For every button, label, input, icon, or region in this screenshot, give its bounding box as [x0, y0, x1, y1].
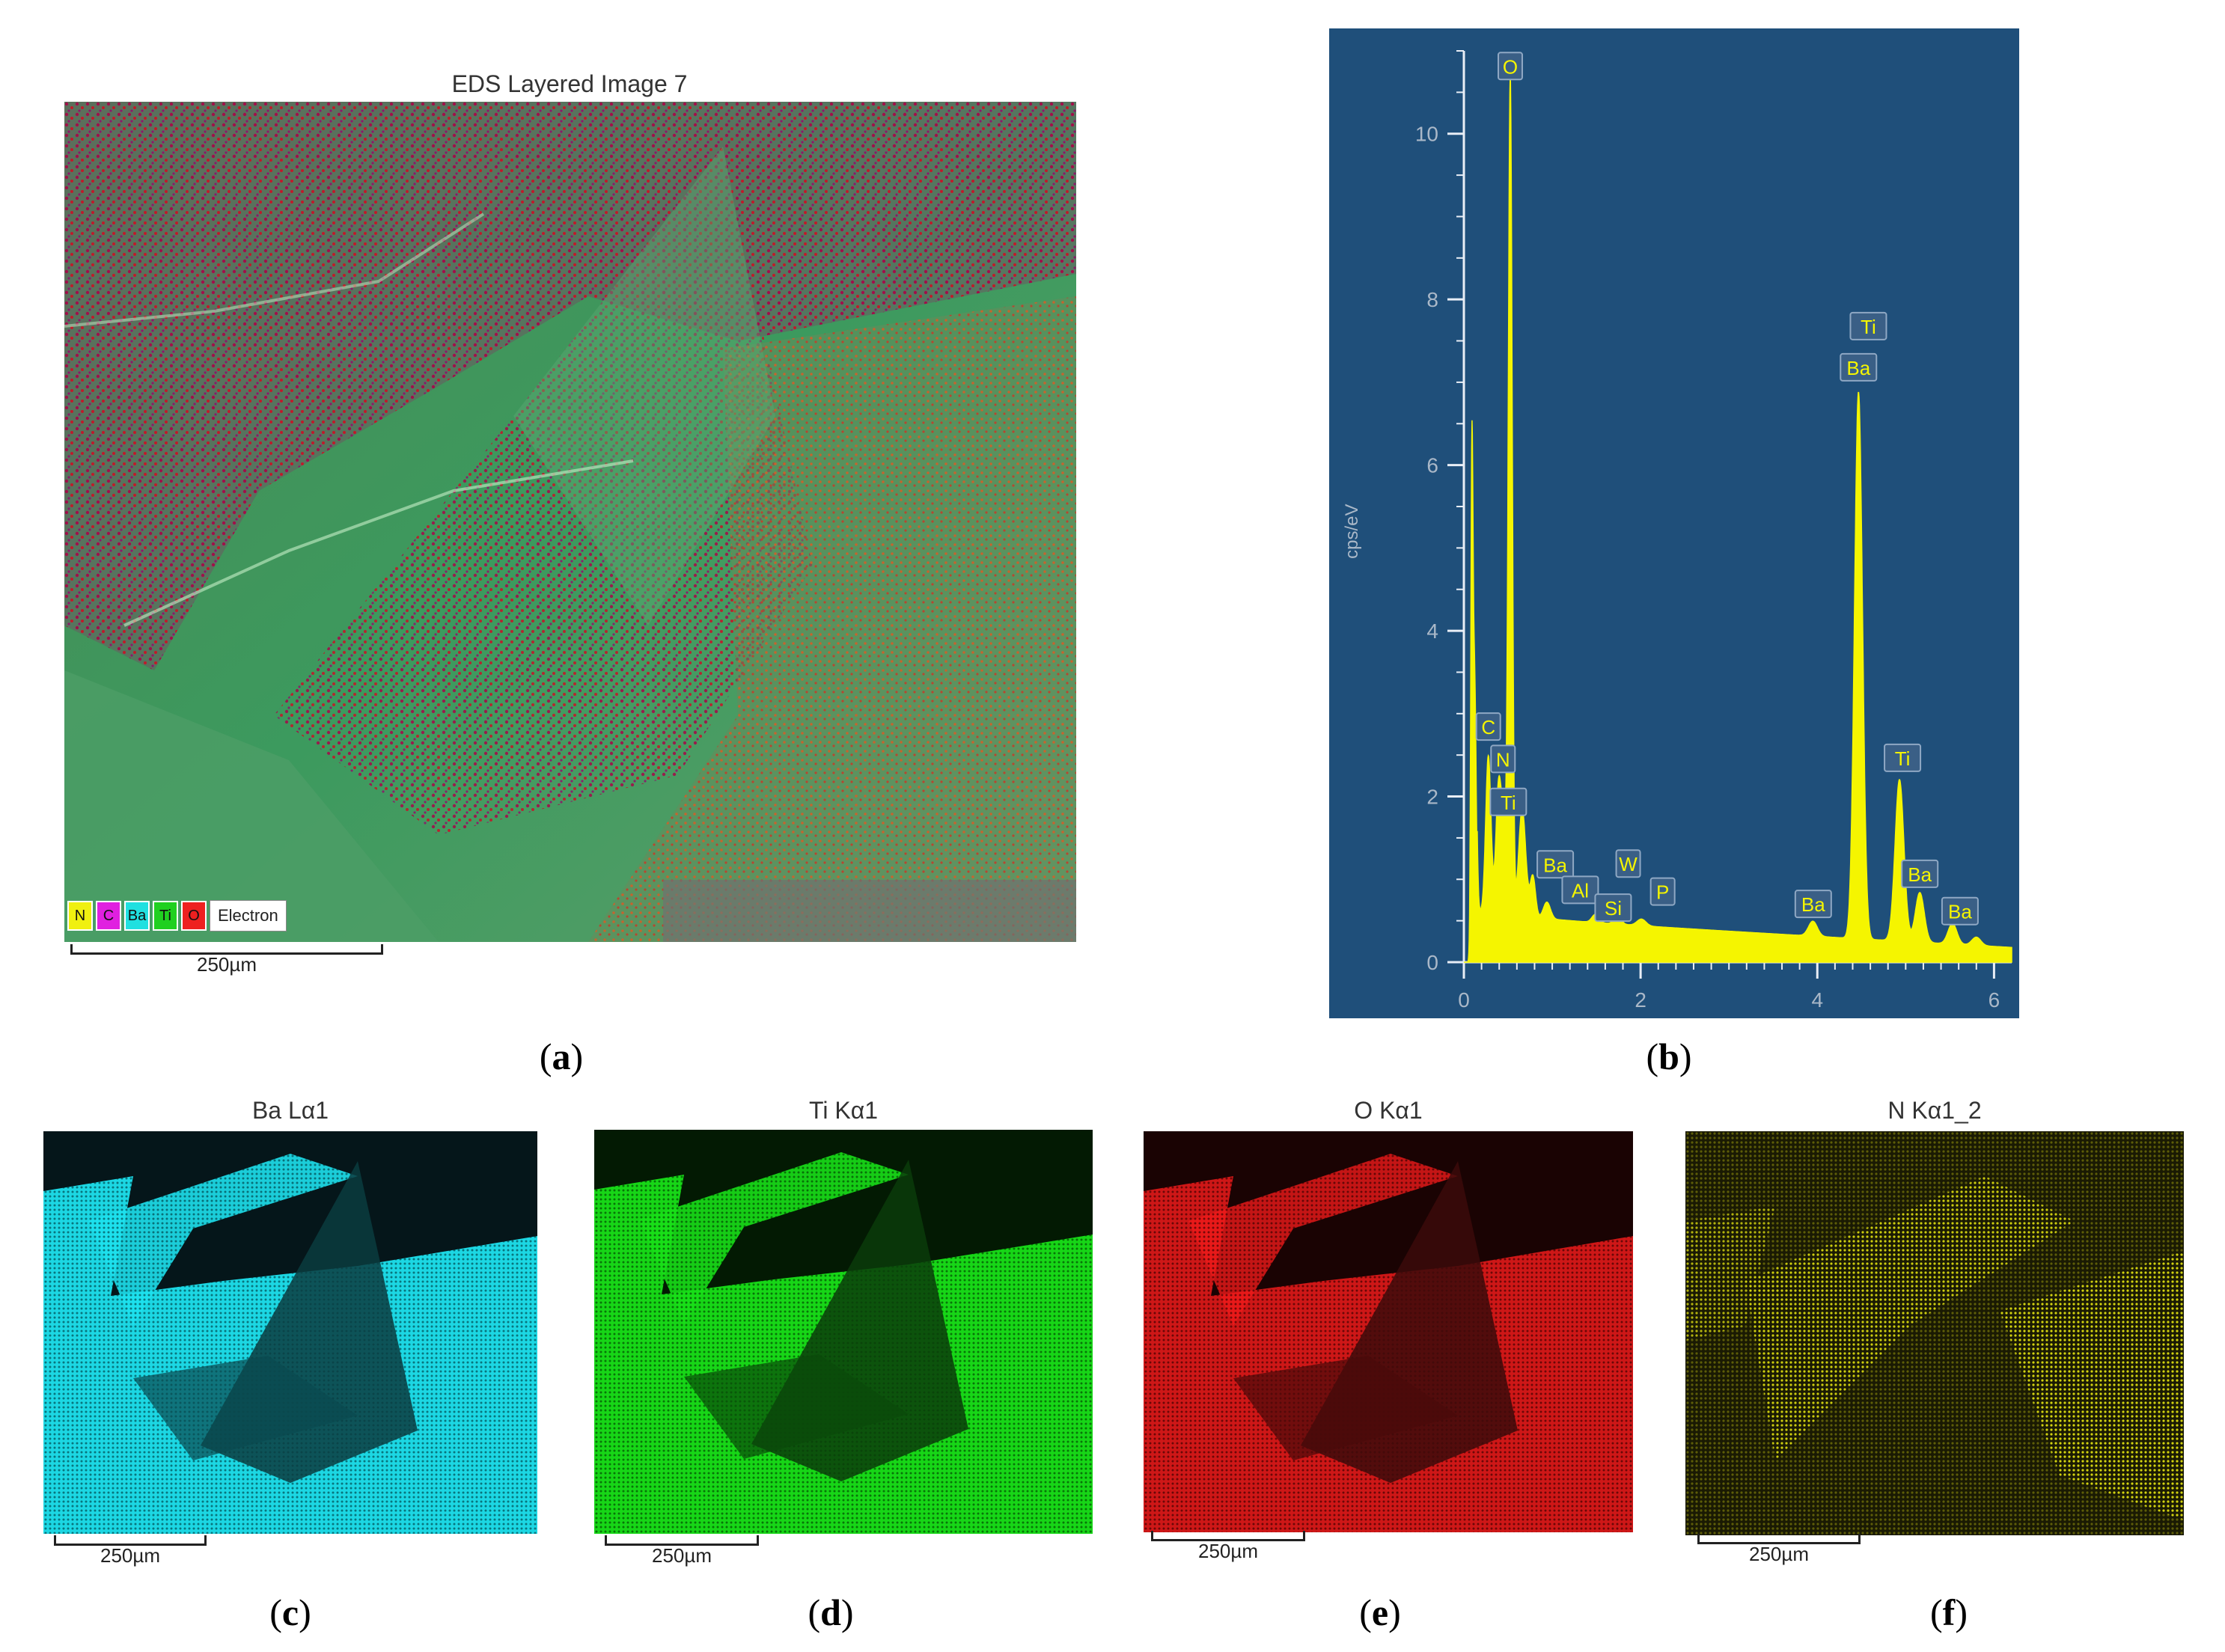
peak-label-box	[1901, 859, 1939, 888]
peak-label-ba: Ba	[1543, 854, 1567, 876]
scale-label-f: 250µm	[1748, 1543, 1810, 1565]
scale-bar-e	[1151, 1531, 1305, 1541]
peak-label-box	[1490, 744, 1516, 774]
peak-label-ba: Ba	[1801, 893, 1825, 916]
ti-map-graphic	[594, 1130, 1093, 1534]
o-map-graphic	[1144, 1131, 1633, 1532]
y-tick-label: 2	[1426, 786, 1438, 809]
caption-f: (f)	[1930, 1591, 1968, 1633]
peak-label-box	[1794, 890, 1832, 919]
scale-bar-c	[54, 1535, 207, 1546]
peak-label-al: Al	[1572, 879, 1589, 902]
peak-label-box	[1849, 311, 1887, 340]
map-title-o: O Kα1	[1354, 1097, 1423, 1124]
layered-eds-image-graphic	[64, 102, 1076, 942]
legend-chip-c: C	[96, 901, 121, 931]
o-map-image	[1144, 1131, 1633, 1532]
legend-electron: Electron	[210, 900, 287, 931]
y-tick-label: 10	[1415, 123, 1438, 146]
x-tick-label: 6	[1989, 988, 2000, 1012]
peak-label-ba: Ba	[1908, 863, 1932, 886]
legend-chip-n: N	[67, 901, 93, 931]
peak-label-ba: Ba	[1846, 357, 1870, 379]
map-title-n: N Kα1_2	[1887, 1097, 1982, 1124]
scale-label-e: 250µm	[1197, 1540, 1259, 1562]
scale-bar-d	[605, 1535, 759, 1546]
peak-label-box	[1489, 787, 1527, 816]
caption-d: (d)	[808, 1591, 854, 1633]
scale-bar-f	[1697, 1534, 1861, 1544]
ti-map-image	[594, 1130, 1093, 1534]
peak-label-box	[1941, 896, 1979, 926]
y-axis-label: cps/eV	[1342, 504, 1362, 559]
map-title-ti: Ti Kα1	[809, 1097, 878, 1124]
peak-label-box	[1649, 877, 1676, 906]
peak-label-box	[1615, 849, 1641, 878]
peak-label-box	[1475, 712, 1501, 741]
peak-label-p: P	[1656, 881, 1669, 904]
y-tick-label: 6	[1426, 454, 1438, 477]
y-tick-label: 4	[1426, 620, 1438, 643]
element-legend: N C Ba Ti O Electron	[67, 900, 287, 931]
ba-map-graphic	[43, 1131, 537, 1534]
layered-eds-image	[64, 102, 1076, 942]
peak-label-w: W	[1619, 853, 1638, 875]
n-map-graphic	[1685, 1131, 2184, 1535]
x-tick-label: 0	[1458, 988, 1470, 1012]
scale-label-d: 250µm	[651, 1544, 712, 1567]
x-tick-label: 4	[1811, 988, 1823, 1012]
peak-label-c: C	[1481, 716, 1495, 738]
peak-label-o: O	[1503, 55, 1518, 78]
y-tick-label: 0	[1426, 951, 1438, 974]
scale-label-c: 250µm	[100, 1544, 161, 1567]
peak-label-box	[1536, 850, 1575, 879]
legend-chip-ti: Ti	[153, 901, 178, 931]
peak-label-box	[1840, 352, 1878, 382]
spectrum-series	[1464, 74, 2012, 963]
peak-label-box	[1497, 52, 1523, 81]
peak-label-ti: Ti	[1501, 792, 1516, 814]
n-map-image	[1685, 1131, 2184, 1535]
caption-a: (a)	[539, 1035, 584, 1077]
peak-label-box	[1594, 893, 1632, 923]
map-title-ba: Ba Lα1	[251, 1097, 329, 1124]
peak-label-ti: Ti	[1895, 747, 1911, 770]
caption-c: (c)	[269, 1591, 311, 1633]
x-tick-label: 2	[1635, 988, 1646, 1012]
eds-spectrum: 0 2 4 6 8 10 0 2 4 6 cps/eV C N Ti O Ba Al W Si P Ba Ti Ba Ti Ba…	[1329, 28, 2019, 1018]
peak-label-si: Si	[1605, 897, 1622, 920]
legend-chip-ba: Ba	[124, 901, 150, 931]
peak-label-n: N	[1496, 748, 1510, 771]
ba-map-image	[43, 1131, 537, 1534]
panel-a-title: EDS Layered Image 7	[451, 70, 688, 97]
caption-e: (e)	[1359, 1591, 1401, 1633]
peak-label-ba: Ba	[1948, 901, 1972, 923]
peak-label-box	[1884, 743, 1922, 772]
scale-bar-a	[70, 944, 383, 955]
legend-chip-o: O	[181, 901, 207, 931]
y-tick-label: 8	[1426, 288, 1438, 311]
peak-label-ti: Ti	[1861, 316, 1876, 338]
scale-label-a: 250µm	[196, 953, 257, 976]
caption-b: (b)	[1646, 1035, 1692, 1077]
peak-label-box	[1561, 875, 1599, 905]
